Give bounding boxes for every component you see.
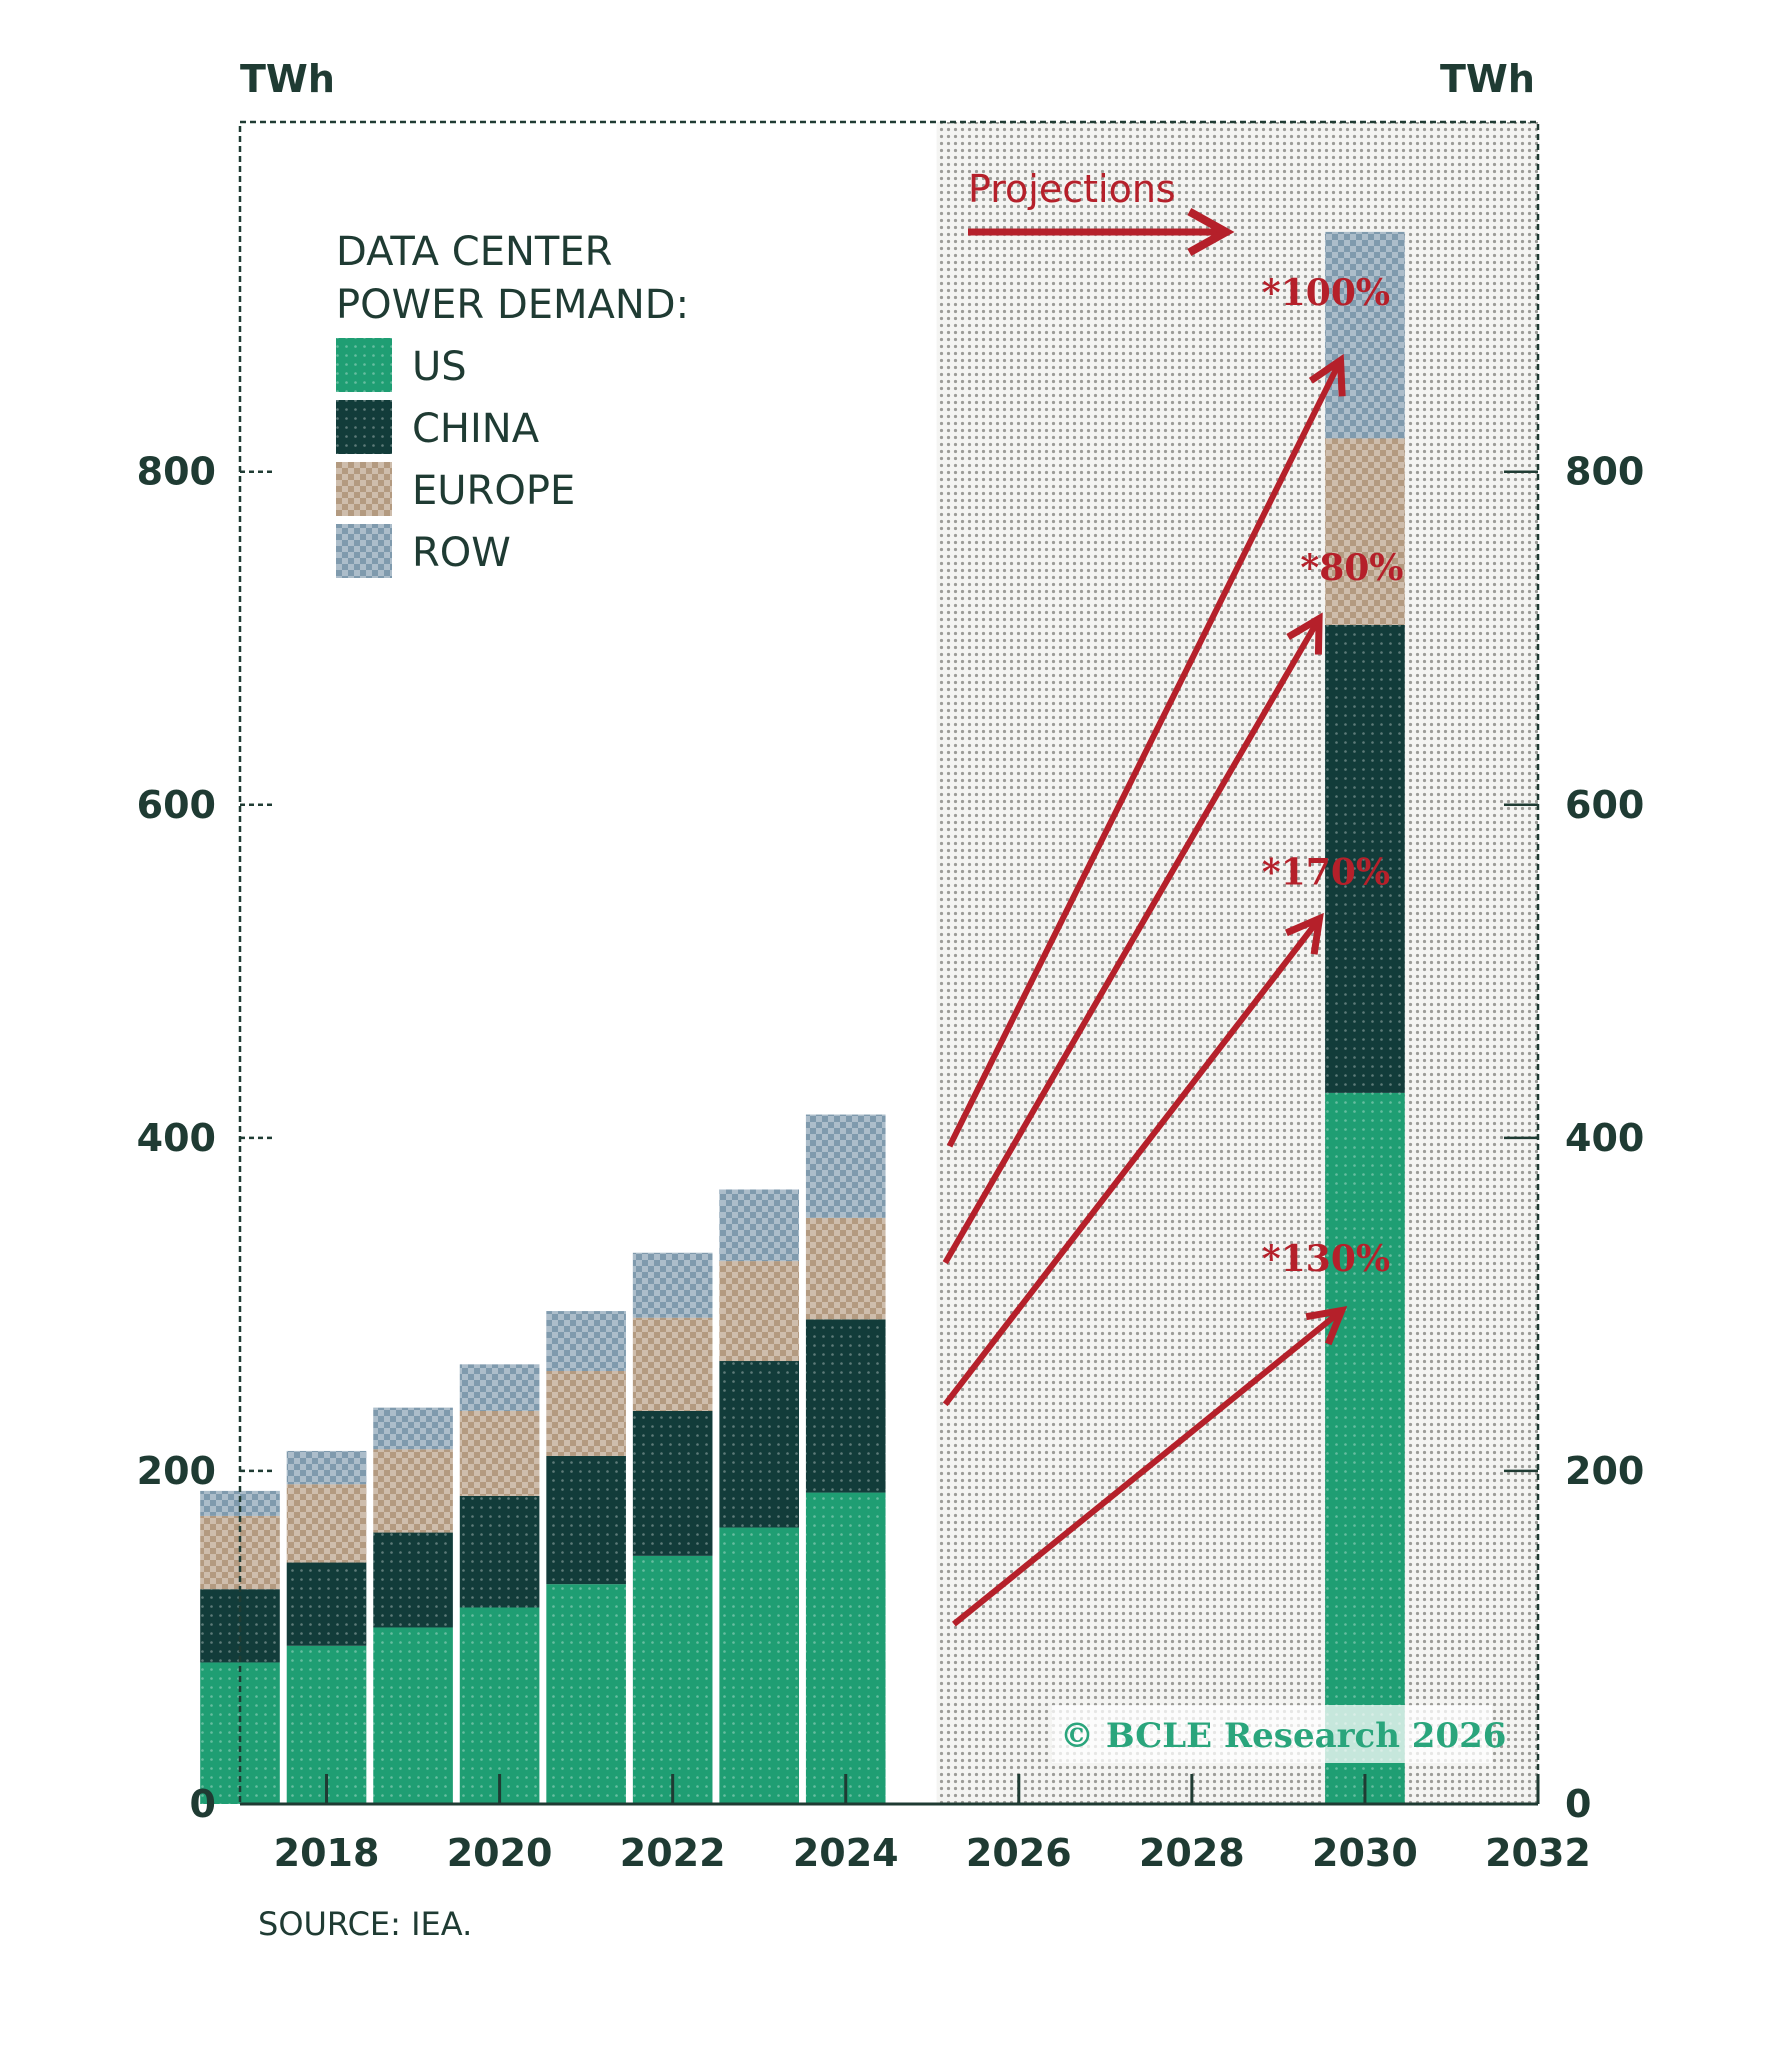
y-tick-label-left-600: 600 <box>137 783 216 827</box>
bar-texture-row-2022 <box>632 1252 713 1318</box>
bar-texture-row-2019 <box>373 1407 453 1450</box>
bar-texture-row-2021 <box>546 1311 626 1372</box>
bar-texture-us-2020 <box>459 1607 540 1804</box>
legend-swatch-texture-us <box>336 338 392 392</box>
source-note: SOURCE: IEA. <box>258 1905 472 1943</box>
bar-texture-china-2021 <box>546 1455 626 1585</box>
y-tick-label-left-400: 400 <box>137 1116 216 1160</box>
x-tick-label-2022: 2022 <box>620 1831 726 1875</box>
legend-title-line1: DATA CENTER <box>336 229 612 275</box>
legend: DATA CENTER POWER DEMAND: US CHINA EUROPE R… <box>336 229 689 578</box>
bar-texture-us-2022 <box>632 1555 713 1804</box>
bar-texture-us-2021 <box>546 1584 626 1804</box>
bar-texture-europe-2023 <box>719 1261 800 1362</box>
legend-swatch-texture-row <box>336 524 392 578</box>
y-tick-label-left-0: 0 <box>190 1782 216 1826</box>
left-unit-label: TWh <box>240 57 335 101</box>
bar-texture-row-2020 <box>459 1364 540 1411</box>
legend-label-row: ROW <box>412 530 511 576</box>
bar-texture-europe-2020 <box>459 1410 540 1496</box>
growth-label-2: *80% <box>1300 547 1403 589</box>
bar-texture-europe-2018 <box>286 1484 367 1563</box>
bar-texture-row-2030 <box>1325 231 1405 439</box>
growth-label-3: *170% <box>1262 852 1390 894</box>
bar-texture-us-2030 <box>1325 1092 1405 1804</box>
bar-texture-row-2017 <box>200 1490 280 1516</box>
watermark: © BCLE Research 2026 <box>1052 1705 1506 1763</box>
legend-label-china: CHINA <box>412 406 540 452</box>
y-tick-label-right-800: 800 <box>1565 450 1644 494</box>
bar-texture-china-2030 <box>1325 624 1405 1093</box>
x-tick-label-2030: 2030 <box>1312 1831 1418 1875</box>
growth-arrow-2 <box>942 622 1317 1265</box>
legend-swatch-texture-china <box>336 400 392 454</box>
legend-items: US CHINA EUROPE ROW <box>336 338 575 578</box>
legend-label-europe: EUROPE <box>412 468 575 514</box>
bar-texture-us-2023 <box>719 1527 800 1804</box>
y-tick-label-right-400: 400 <box>1565 1116 1644 1160</box>
background-layer <box>936 122 1538 1804</box>
x-tick-label-2018: 2018 <box>274 1831 380 1875</box>
bar-texture-europe-2019 <box>373 1449 453 1533</box>
y-tick-label-right-600: 600 <box>1565 783 1644 827</box>
y-tick-label-right-200: 200 <box>1565 1449 1644 1493</box>
watermark-text: © BCLE Research 2026 <box>1060 1716 1506 1756</box>
bar-texture-us-2024 <box>805 1492 886 1804</box>
bar-texture-china-2022 <box>632 1410 713 1556</box>
bar-texture-europe-2024 <box>805 1217 886 1320</box>
projection-region <box>936 122 1538 1804</box>
y-tick-label-right-0: 0 <box>1565 1782 1591 1826</box>
legend-title-line2: POWER DEMAND: <box>336 282 689 328</box>
bars-layer <box>200 231 1405 1804</box>
growth-arrow-4 <box>952 1313 1339 1627</box>
y-tick-label-left-800: 800 <box>137 450 216 494</box>
bar-texture-china-2019 <box>373 1532 453 1628</box>
bar-texture-europe-2021 <box>546 1371 626 1456</box>
growth-label-4: *130% <box>1262 1238 1390 1280</box>
x-tick-label-2026: 2026 <box>966 1831 1072 1875</box>
growth-arrow-3 <box>942 921 1317 1407</box>
bar-texture-row-2024 <box>805 1114 886 1218</box>
x-tick-label-2024: 2024 <box>793 1831 899 1875</box>
annotations-layer: *100% *80% *170% *130% <box>942 232 1404 1627</box>
bar-texture-row-2023 <box>719 1189 800 1262</box>
growth-arrow-1 <box>946 363 1339 1148</box>
x-tick-label-2020: 2020 <box>447 1831 553 1875</box>
bar-texture-china-2023 <box>719 1361 800 1528</box>
bar-texture-us-2019 <box>373 1627 453 1804</box>
bar-texture-china-2024 <box>805 1319 886 1493</box>
bar-texture-china-2020 <box>459 1495 540 1608</box>
growth-label-1: *100% <box>1262 272 1390 314</box>
x-tick-label-2032: 2032 <box>1485 1831 1591 1875</box>
bar-texture-europe-2022 <box>632 1317 713 1411</box>
bar-texture-row-2018 <box>286 1450 367 1485</box>
x-tick-label-2028: 2028 <box>1139 1831 1245 1875</box>
projections-label: Projections <box>968 167 1176 211</box>
legend-label-us: US <box>412 344 467 390</box>
y-tick-label-left-200: 200 <box>137 1449 216 1493</box>
bar-texture-europe-2030 <box>1325 438 1405 625</box>
bar-texture-china-2018 <box>286 1562 367 1646</box>
legend-swatch-texture-europe <box>336 462 392 516</box>
axes-layer: 0 0 200 200 400 400 600 600 800 800 2018 2020 2022 20… <box>137 120 1644 1875</box>
right-unit-label: TWh <box>1440 57 1535 101</box>
